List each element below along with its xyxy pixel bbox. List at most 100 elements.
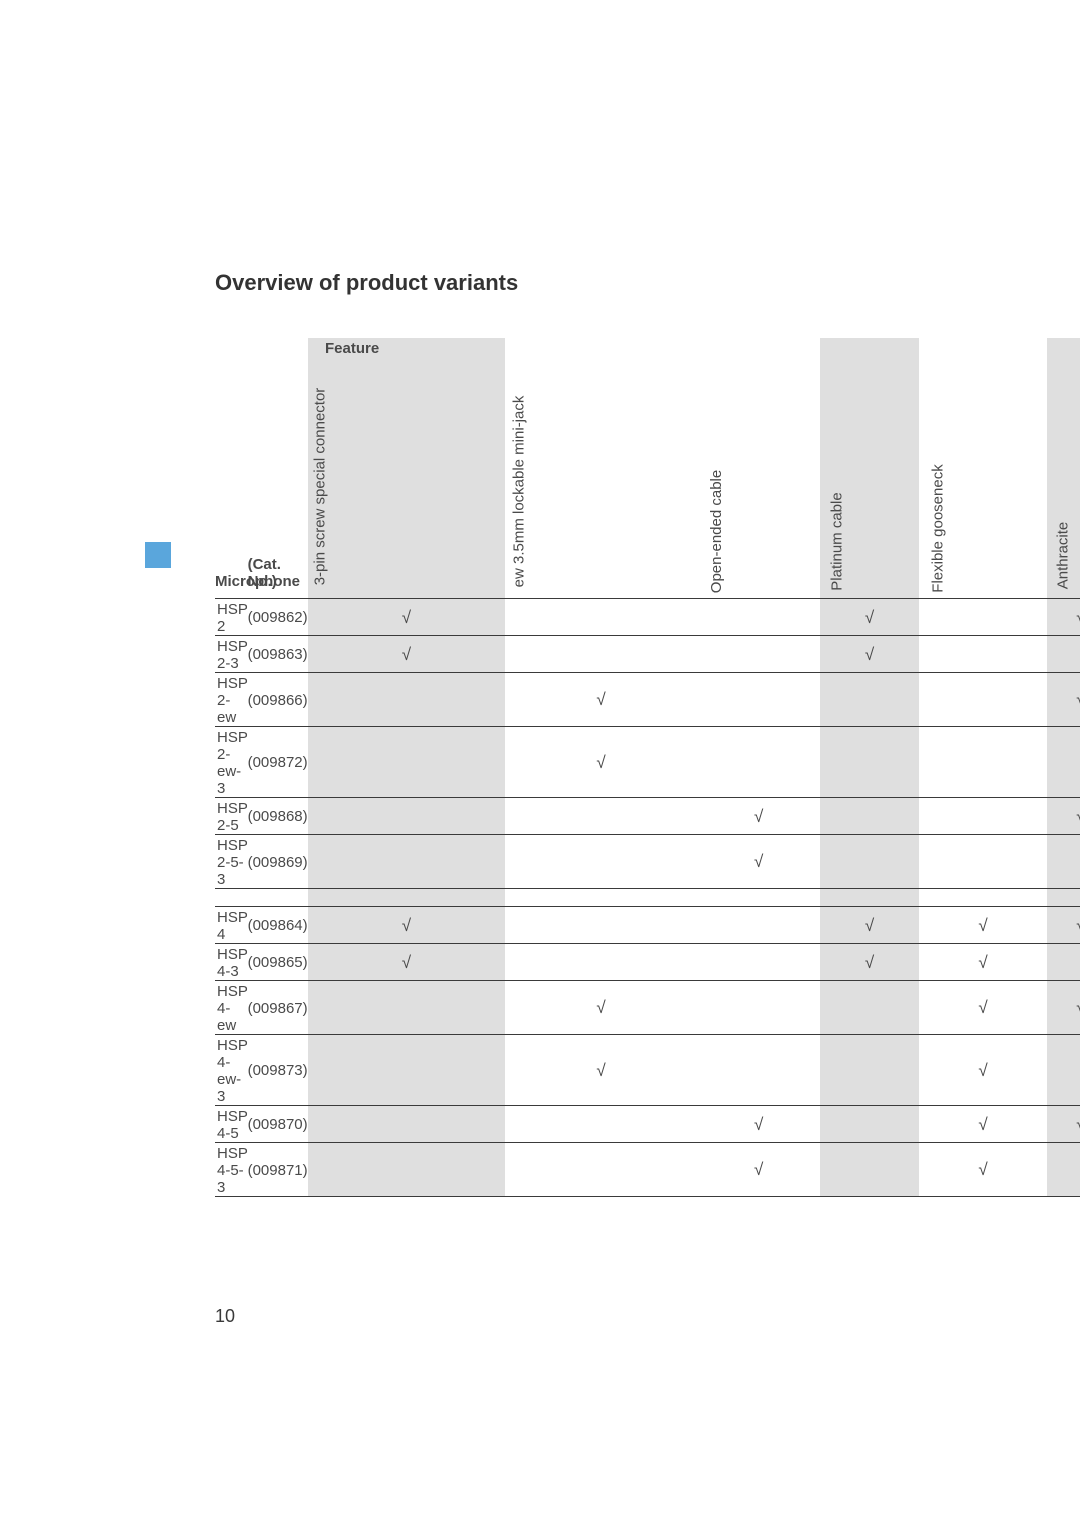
microphone-cell: HSP 4-ew-3 (215, 1034, 248, 1105)
check-cell: √ (820, 635, 918, 672)
header-col-3: Platinum cable (820, 338, 918, 598)
table-row: HSP 4-5(009870)√√√ (215, 1105, 1080, 1142)
check-cell (308, 672, 506, 726)
product-variant-table: Feature Microphone (Cat. No.) 3-pin scre… (215, 338, 1080, 1197)
check-cell: √ (919, 980, 1047, 1034)
check-cell (820, 1142, 918, 1196)
check-cell (505, 834, 697, 888)
table-row: HSP 4-ew-3(009873)√√√ (215, 1034, 1080, 1105)
check-cell (919, 635, 1047, 672)
check-cell (505, 598, 697, 635)
table-row: HSP 4-ew(009867)√√√ (215, 980, 1080, 1034)
check-cell (308, 1142, 506, 1196)
check-cell (919, 834, 1047, 888)
check-cell (1047, 1034, 1080, 1105)
check-cell (820, 980, 918, 1034)
header-col-4: Flexible gooseneck (919, 338, 1047, 598)
check-cell (505, 635, 697, 672)
catno-cell: (009868) (248, 797, 308, 834)
check-cell: √ (1047, 797, 1080, 834)
catno-cell: (009872) (248, 726, 308, 797)
header-microphone: Feature Microphone (215, 338, 248, 598)
check-cell: √ (308, 598, 506, 635)
table-header-row: Feature Microphone (Cat. No.) 3-pin scre… (215, 338, 1080, 598)
feature-label: Feature (325, 340, 379, 357)
table-row: HSP 2-ew(009866)√√ (215, 672, 1080, 726)
catno-cell: (009870) (248, 1105, 308, 1142)
table-row: HSP 4-3(009865)√√√√ (215, 943, 1080, 980)
check-cell (505, 797, 697, 834)
check-cell: √ (308, 635, 506, 672)
check-cell (308, 980, 506, 1034)
catno-cell: (009862) (248, 598, 308, 635)
check-cell (697, 1034, 820, 1105)
microphone-cell: HSP 2-5-3 (215, 834, 248, 888)
check-cell (919, 598, 1047, 635)
check-cell (1047, 1142, 1080, 1196)
check-cell (697, 726, 820, 797)
side-tab (145, 542, 171, 568)
check-cell: √ (820, 906, 918, 943)
table-row: HSP 2(009862)√√√ (215, 598, 1080, 635)
check-cell: √ (1047, 598, 1080, 635)
check-cell: √ (919, 1142, 1047, 1196)
header-col-5: Anthracite (1047, 338, 1080, 598)
check-cell: √ (308, 906, 506, 943)
check-cell: √ (697, 1105, 820, 1142)
check-cell: √ (1047, 672, 1080, 726)
check-cell (308, 1034, 506, 1105)
check-cell (820, 726, 918, 797)
check-cell (505, 943, 697, 980)
check-cell (1047, 635, 1080, 672)
header-catno: (Cat. No.) (248, 338, 308, 598)
page-content: Overview of product variants Feature Mic… (0, 0, 1080, 1197)
check-cell (919, 726, 1047, 797)
catno-cell: (009871) (248, 1142, 308, 1196)
check-cell (505, 906, 697, 943)
table-row: HSP 2-5(009868) √ √ (215, 797, 1080, 834)
check-cell (308, 726, 506, 797)
check-cell: √ (820, 943, 918, 980)
catno-cell: (009866) (248, 672, 308, 726)
check-cell (820, 1034, 918, 1105)
check-cell: √ (697, 1142, 820, 1196)
check-cell: √ (919, 1034, 1047, 1105)
check-cell (505, 1105, 697, 1142)
header-col-1: ew 3.5mm lockable mini-jack (505, 338, 697, 598)
page-title: Overview of product variants (215, 270, 1080, 296)
check-cell (697, 672, 820, 726)
microphone-cell: HSP 4-3 (215, 943, 248, 980)
check-cell: √ (1047, 980, 1080, 1034)
check-cell: √ (505, 1034, 697, 1105)
check-cell (697, 906, 820, 943)
check-cell (1047, 726, 1080, 797)
microphone-cell: HSP 4-5-3 (215, 1142, 248, 1196)
microphone-cell: HSP 2-ew (215, 672, 248, 726)
check-cell: √ (505, 980, 697, 1034)
catno-cell: (009865) (248, 943, 308, 980)
table-row: HSP 2-ew-3(009872)√√ (215, 726, 1080, 797)
check-cell (820, 1105, 918, 1142)
table-row: HSP 4(009864)√√√√ (215, 906, 1080, 943)
check-cell: √ (697, 797, 820, 834)
microphone-cell: HSP 2-5 (215, 797, 248, 834)
check-cell: √ (919, 1105, 1047, 1142)
microphone-cell: HSP 2-ew-3 (215, 726, 248, 797)
catno-cell: (009867) (248, 980, 308, 1034)
table-row: HSP 4-5-3(009871)√√√ (215, 1142, 1080, 1196)
catno-cell: (009873) (248, 1034, 308, 1105)
table-body: HSP 2(009862)√√√HSP 2-3(009863)√√√HSP 2-… (215, 598, 1080, 1196)
check-cell (505, 1142, 697, 1196)
microphone-cell: HSP 2-3 (215, 635, 248, 672)
page-number: 10 (215, 1306, 235, 1327)
table-row: HSP 2-3(009863)√√√ (215, 635, 1080, 672)
microphone-cell: HSP 4-ew (215, 980, 248, 1034)
check-cell: √ (919, 906, 1047, 943)
check-cell: √ (1047, 906, 1080, 943)
catno-cell: (009869) (248, 834, 308, 888)
check-cell: √ (697, 834, 820, 888)
check-cell (919, 797, 1047, 834)
catno-cell: (009864) (248, 906, 308, 943)
table-row: HSP 2-5-3(009869)√√ (215, 834, 1080, 888)
table-wrapper: Feature Microphone (Cat. No.) 3-pin scre… (215, 338, 1080, 1197)
